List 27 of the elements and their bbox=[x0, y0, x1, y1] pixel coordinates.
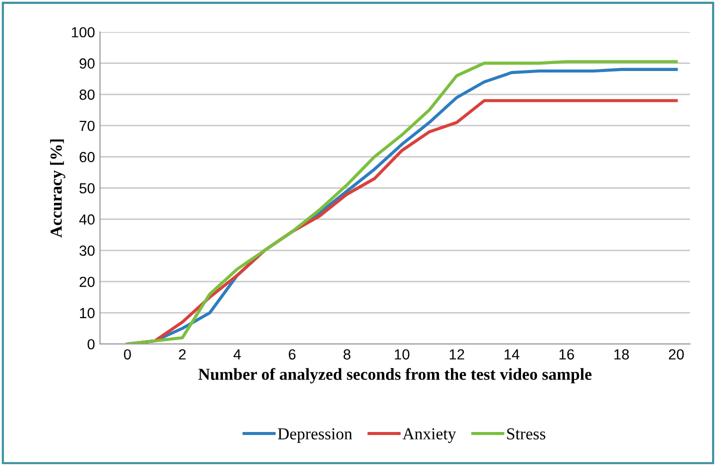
x-tick-label: 18 bbox=[614, 349, 629, 360]
legend-label: Stress bbox=[507, 428, 546, 440]
legend-label: Anxiety bbox=[402, 428, 456, 443]
y-tick-label: 30 bbox=[79, 246, 95, 256]
y-tick-label: 60 bbox=[80, 152, 95, 162]
x-tick-label: 20 bbox=[668, 349, 684, 360]
y-tick-label: 100 bbox=[72, 27, 95, 38]
x-tick-label: 14 bbox=[504, 349, 520, 360]
legend-label: Depression bbox=[278, 428, 352, 443]
x-tick-label: 2 bbox=[179, 349, 186, 360]
x-tick-label: 8 bbox=[344, 349, 350, 360]
y-tick-label: 10 bbox=[80, 308, 95, 318]
y-tick-label: 20 bbox=[80, 276, 95, 288]
x-tick-label: 4 bbox=[233, 349, 241, 360]
x-tick-label: 10 bbox=[394, 349, 410, 360]
y-tick-label: 40 bbox=[79, 214, 95, 225]
y-tick-label: 50 bbox=[80, 183, 95, 194]
x-tick-label: 16 bbox=[560, 349, 574, 360]
y-tick-label: 0 bbox=[88, 339, 95, 350]
y-tick-label: 90 bbox=[80, 58, 95, 69]
x-axis-title: Number of analyzed seconds from the test video sample bbox=[198, 368, 592, 384]
x-tick-label: 6 bbox=[288, 349, 296, 360]
y-axis-title: Accuracy [%] bbox=[50, 139, 66, 238]
x-tick-label: 0 bbox=[124, 349, 131, 360]
y-tick-label: 70 bbox=[80, 120, 95, 132]
x-tick-label: 12 bbox=[450, 349, 464, 360]
y-tick-label: 80 bbox=[80, 90, 95, 100]
